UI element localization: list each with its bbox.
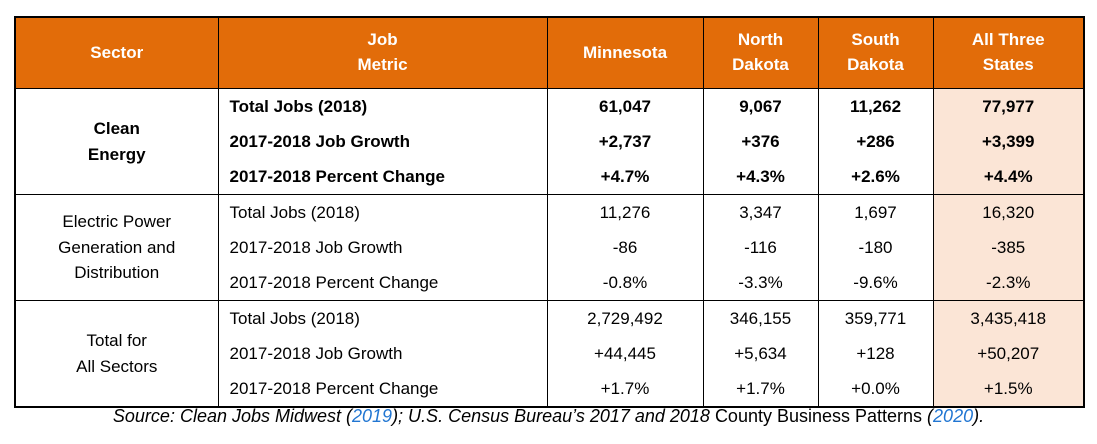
value-cell-south-dakota: +128 (817, 336, 934, 371)
value-cell-all-three-states: +1.5% (932, 371, 1085, 407)
value-cell-all-three-states: +3,399 (932, 124, 1085, 159)
value-cell-all-three-states: 3,435,418 (932, 300, 1085, 336)
value-cell-minnesota: +4.7% (546, 159, 704, 195)
value-cell-minnesota: 11,276 (546, 194, 704, 230)
value-cell-minnesota: +44,445 (546, 336, 704, 371)
value-cell-south-dakota: +0.0% (817, 371, 934, 407)
value-cell-south-dakota: 11,262 (817, 88, 934, 124)
table-row: 2017-2018 Job Growth +44,445 +5,634 +128… (15, 336, 1085, 371)
column-header-all-three-states: All Three States (932, 16, 1085, 89)
value-cell-minnesota: -0.8% (546, 265, 704, 301)
metric-cell: 2017-2018 Percent Change (217, 159, 548, 195)
table-row: 2017-2018 Job Growth -86 -116 -180 -385 (15, 230, 1085, 265)
value-cell-north-dakota: 3,347 (702, 194, 819, 230)
table-row: Clean Energy Total Jobs (2018) 61,047 9,… (14, 88, 1085, 195)
source-text-pre-link2: ( (922, 406, 934, 426)
value-cell-all-three-states: -2.3% (932, 265, 1085, 301)
value-cell-south-dakota: 359,771 (817, 300, 934, 336)
section-total-all-sectors: Total for All Sectors Total Jobs (2018) … (14, 300, 1085, 407)
table-row: 2017-2018 Percent Change -0.8% -3.3% -9.… (15, 265, 1085, 301)
section-electric-power: Electric Power Generation and Distributi… (14, 194, 1085, 301)
value-cell-minnesota: 61,047 (546, 88, 704, 124)
metric-cell: Total Jobs (2018) (217, 194, 548, 230)
value-cell-all-three-states: -385 (932, 230, 1085, 265)
metric-cell: Total Jobs (2018) (217, 300, 548, 336)
clean-energy-jobs-table: Sector Job Metric Minnesota North Dakota… (14, 16, 1085, 408)
table-row: 2017-2018 Percent Change +1.7% +1.7% +0.… (15, 371, 1085, 407)
value-cell-minnesota: +2,737 (546, 124, 704, 159)
source-title-county-business-patterns: County Business Patterns (714, 406, 923, 426)
table-row: Total for All Sectors Total Jobs (2018) … (14, 300, 1085, 407)
value-cell-south-dakota: -9.6% (817, 265, 934, 301)
column-header-minnesota: Minnesota (546, 16, 704, 89)
value-cell-north-dakota: 346,155 (702, 300, 819, 336)
column-header-south-dakota: South Dakota (817, 16, 934, 89)
metric-cell: Total Jobs (2018) (217, 88, 548, 124)
source-link-2019[interactable]: 2019 (352, 406, 393, 426)
metric-cell: 2017-2018 Job Growth (217, 336, 548, 371)
column-header-job-metric: Job Metric (217, 16, 548, 89)
section-clean-energy: Clean Energy Total Jobs (2018) 61,047 9,… (14, 88, 1085, 195)
value-cell-minnesota: -86 (546, 230, 704, 265)
metric-cell: 2017-2018 Percent Change (217, 371, 548, 407)
value-cell-north-dakota: -116 (702, 230, 819, 265)
value-cell-all-three-states: +50,207 (932, 336, 1085, 371)
value-cell-south-dakota: -180 (817, 230, 934, 265)
value-cell-north-dakota: +5,634 (702, 336, 819, 371)
value-cell-minnesota: 2,729,492 (546, 300, 704, 336)
source-caption: Source: Clean Jobs Midwest (2019); U.S. … (0, 406, 1097, 427)
value-cell-all-three-states: 16,320 (932, 194, 1085, 230)
value-cell-north-dakota: 9,067 (702, 88, 819, 124)
source-text-prefix: Source: Clean Jobs Midwest ( (112, 406, 353, 426)
column-header-north-dakota: North Dakota (702, 16, 819, 89)
value-cell-minnesota: +1.7% (546, 371, 704, 407)
value-cell-all-three-states: +4.4% (932, 159, 1085, 195)
source-text-middle: ); U.S. Census Bureau’s 2017 and 2018 (392, 406, 715, 426)
metric-cell: 2017-2018 Job Growth (217, 124, 548, 159)
value-cell-south-dakota: +286 (817, 124, 934, 159)
column-header-sector: Sector (14, 16, 219, 89)
value-cell-south-dakota: 1,697 (817, 194, 934, 230)
source-text-suffix: ). (973, 406, 985, 426)
value-cell-north-dakota: +1.7% (702, 371, 819, 407)
sector-cell-clean-energy: Clean Energy (14, 88, 219, 195)
value-cell-all-three-states: 77,977 (932, 88, 1085, 124)
sector-cell-electric-power: Electric Power Generation and Distributi… (14, 194, 219, 301)
table-header-row: Sector Job Metric Minnesota North Dakota… (14, 16, 1085, 89)
sector-cell-total-all-sectors: Total for All Sectors (14, 300, 219, 407)
source-link-2020[interactable]: 2020 (933, 406, 974, 426)
table-row: Electric Power Generation and Distributi… (14, 194, 1085, 301)
metric-cell: 2017-2018 Job Growth (217, 230, 548, 265)
table-row: 2017-2018 Percent Change +4.7% +4.3% +2.… (15, 159, 1085, 195)
value-cell-north-dakota: -3.3% (702, 265, 819, 301)
value-cell-south-dakota: +2.6% (817, 159, 934, 195)
value-cell-north-dakota: +4.3% (702, 159, 819, 195)
value-cell-north-dakota: +376 (702, 124, 819, 159)
metric-cell: 2017-2018 Percent Change (217, 265, 548, 301)
table-row: 2017-2018 Job Growth +2,737 +376 +286 +3… (15, 124, 1085, 159)
